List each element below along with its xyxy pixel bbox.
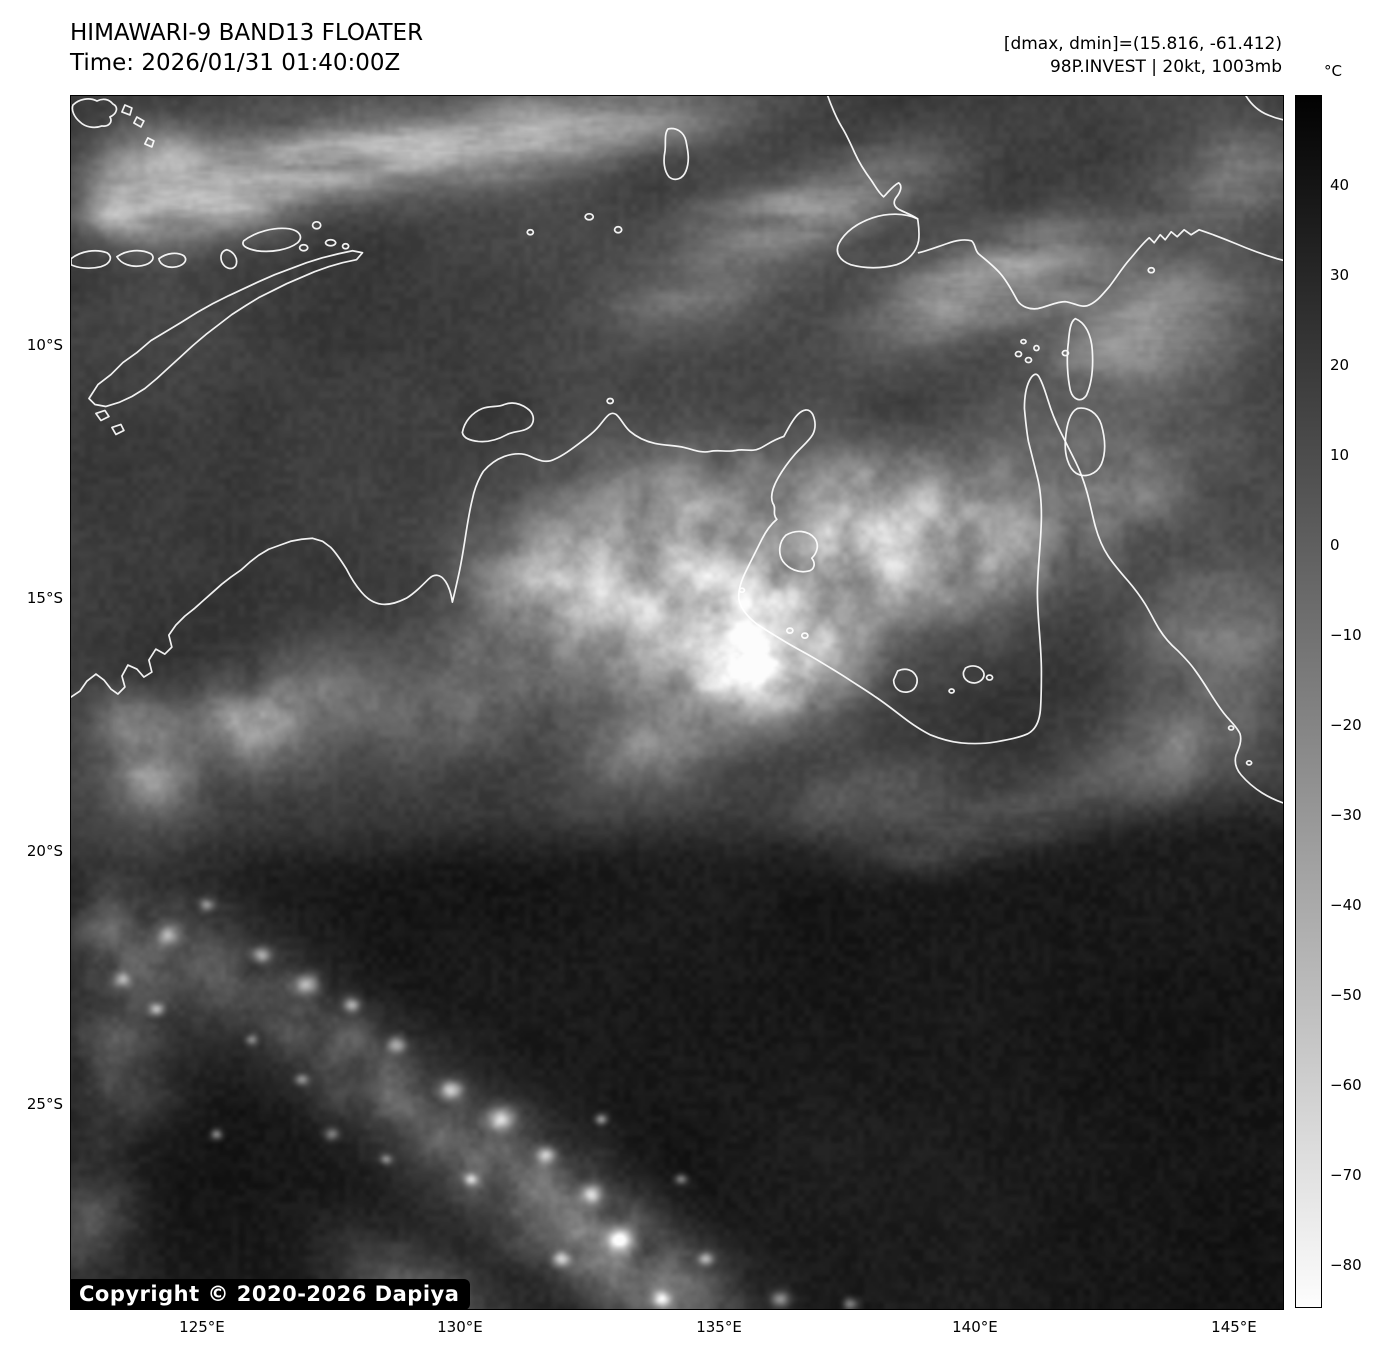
coastline-topleft-islands [71, 98, 155, 148]
coastline-alor-chain [71, 248, 238, 270]
colorbar-tick-label: 40 [1330, 176, 1350, 194]
satellite-ir-canvas [71, 96, 1283, 1309]
coastline-torres-islands [1014, 338, 1040, 364]
colorbar-tick-label: 20 [1330, 356, 1350, 374]
colorbar-tick-label: −30 [1330, 806, 1362, 825]
colorbar-tick-label: −50 [1330, 986, 1362, 1005]
coastline-pellew-wellesley [892, 665, 994, 694]
lat-tick-label: 20°S [26, 841, 63, 860]
title-block: HIMAWARI-9 BAND13 FLOATER Time: 2026/01/… [70, 18, 423, 78]
satellite-image [70, 95, 1284, 1310]
lon-tick-label: 135°E [696, 1318, 742, 1336]
dmax-dmin-label: [dmax, dmin]=(15.816, -61.412) [1003, 34, 1282, 54]
coastline-new-guinea-south [917, 228, 1283, 310]
colorbar [1295, 95, 1322, 1308]
lat-tick-label: 15°S [26, 588, 63, 607]
colorbar-tick-label: −10 [1330, 626, 1362, 645]
timestamp-label: Time: 2026/01/31 01:40:00Z [70, 50, 401, 76]
colorbar-tick-label: −80 [1330, 1256, 1362, 1275]
annotation-block: [dmax, dmin]=(15.816, -61.412) 98P.INVES… [1004, 33, 1282, 79]
coastline-australia-main [71, 373, 1283, 804]
colorbar-tick-label: 0 [1330, 536, 1340, 555]
copyright-badge: Copyright © 2020-2026 Dapiya [70, 1279, 471, 1310]
colorbar-unit-label: °C [1324, 62, 1342, 80]
coastline-new-guinea-corner [1245, 96, 1283, 121]
coastline-bomberai-loop [836, 213, 920, 269]
colorbar-tick-label: −70 [1330, 1166, 1362, 1185]
lon-tick-label: 125°E [179, 1318, 225, 1336]
coastline-banda-islands [526, 127, 690, 236]
colorbar-tick-label: −60 [1330, 1076, 1362, 1095]
coastline-wetar-kisar [242, 220, 350, 253]
colorbar-tick-label: 10 [1330, 446, 1350, 465]
coastline-new-guinea-west [826, 96, 919, 220]
lon-tick-label: 130°E [437, 1318, 483, 1336]
lon-tick-label: 140°E [952, 1318, 998, 1336]
coastline-qld-offshore [1227, 725, 1253, 766]
colorbar-tick-label: −40 [1330, 896, 1362, 915]
coastline-tiwi-islands [461, 397, 614, 443]
lon-tick-label: 145°E [1211, 1318, 1257, 1336]
coastline-timor [88, 249, 364, 436]
colorbar-tick-label: −20 [1330, 716, 1362, 735]
page-title: HIMAWARI-9 BAND13 FLOATER [70, 20, 424, 46]
storm-info-label: 98P.INVEST | 20kt, 1003mb [1049, 57, 1282, 77]
coastline-tanimbar-aru [1061, 266, 1156, 477]
colorbar-tick-label: 30 [1330, 266, 1350, 284]
lat-tick-label: 25°S [26, 1095, 63, 1114]
lat-tick-label: 10°S [26, 336, 63, 355]
coastline-overlay [71, 96, 1283, 804]
coastline-groote-eylandt [738, 530, 819, 639]
